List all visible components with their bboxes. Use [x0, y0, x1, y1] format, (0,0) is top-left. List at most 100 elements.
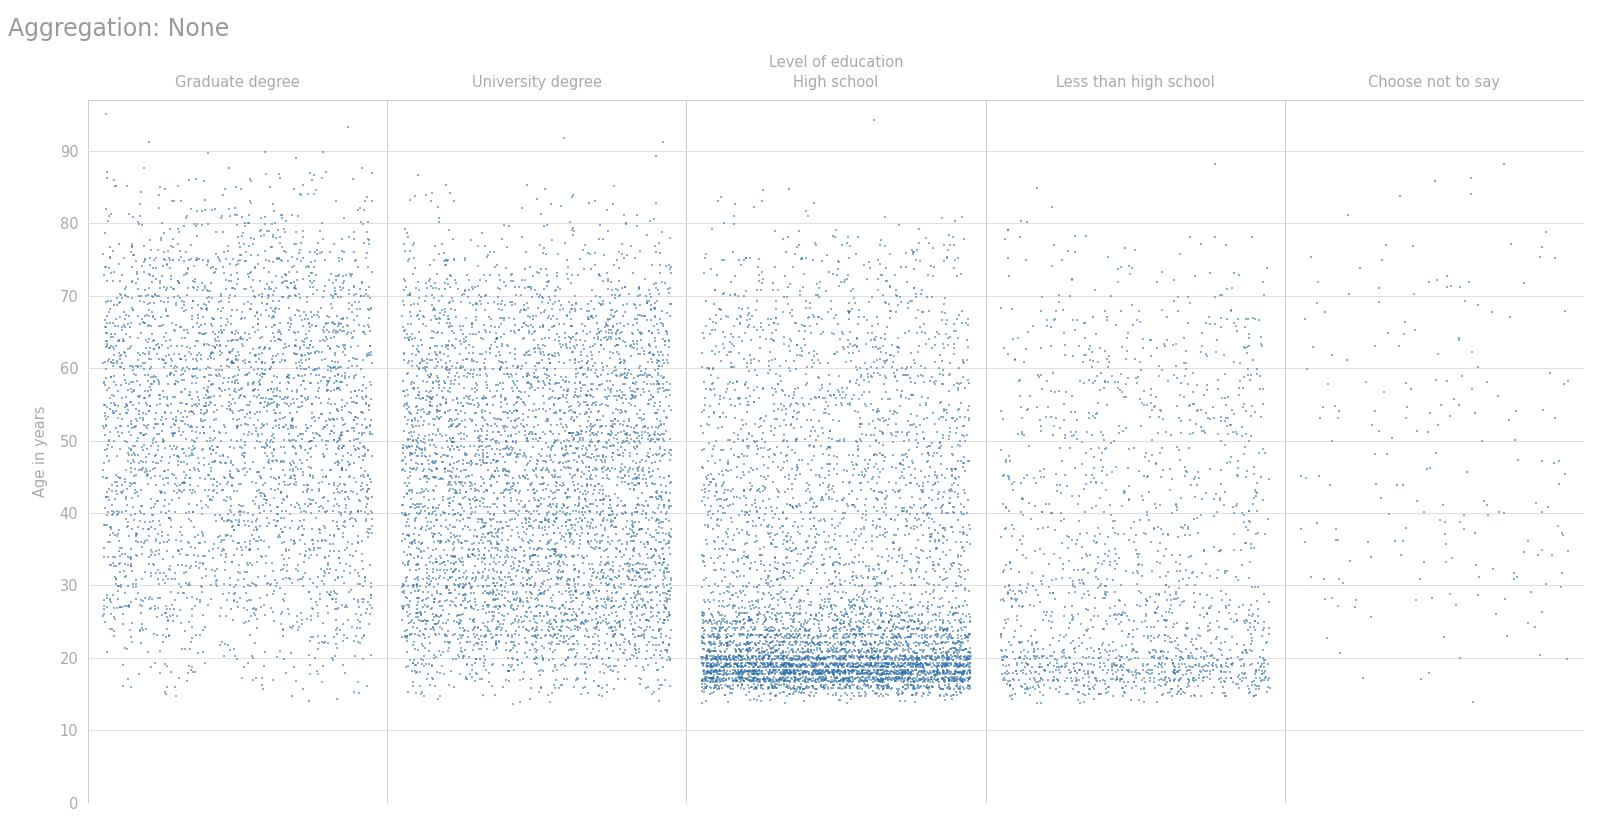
Point [1010, 411, 1035, 425]
Point [520, 309, 546, 323]
Point [435, 642, 461, 655]
Point [862, 651, 888, 665]
Point [765, 650, 790, 664]
Point [771, 686, 797, 699]
Point [915, 615, 941, 629]
Point [883, 417, 909, 431]
Point [922, 533, 947, 547]
Point [1166, 663, 1192, 676]
Point [538, 643, 563, 656]
Point [216, 395, 242, 409]
Point [634, 296, 659, 309]
Point [832, 665, 858, 678]
Point [899, 389, 925, 402]
Point [331, 342, 357, 355]
Point [1029, 368, 1054, 381]
Point [827, 652, 853, 665]
Point [165, 558, 190, 572]
Point [266, 323, 291, 336]
Point [853, 508, 878, 522]
Point [270, 553, 296, 566]
Point [614, 465, 640, 478]
Point [1478, 305, 1504, 319]
Point [512, 448, 538, 461]
Point [1246, 682, 1272, 696]
Point [256, 265, 282, 278]
Point [411, 405, 437, 419]
Point [730, 523, 755, 537]
Point [307, 542, 333, 555]
Point [358, 302, 384, 315]
Point [706, 664, 731, 677]
Point [174, 667, 200, 681]
Point [814, 665, 840, 678]
Point [442, 614, 467, 628]
Point [955, 653, 981, 666]
Point [1101, 668, 1126, 681]
Point [342, 686, 368, 699]
Point [358, 490, 384, 503]
Point [608, 391, 634, 405]
Point [538, 558, 563, 571]
Point [734, 537, 760, 550]
Point [136, 348, 162, 361]
Point [925, 600, 950, 614]
Point [574, 534, 600, 548]
Point [1186, 629, 1211, 642]
Point [574, 472, 600, 486]
Point [610, 377, 635, 390]
Point [506, 615, 531, 629]
Point [696, 410, 722, 424]
Point [926, 642, 952, 655]
Point [243, 490, 269, 503]
Point [1226, 454, 1251, 467]
Point [730, 552, 755, 565]
Point [542, 284, 568, 298]
Point [562, 354, 587, 367]
Point [402, 653, 427, 666]
Point [947, 656, 973, 670]
Point [1030, 642, 1056, 655]
Point [571, 342, 597, 355]
Point [949, 613, 974, 626]
Point [898, 668, 923, 681]
Point [437, 482, 462, 496]
Point [254, 297, 280, 310]
Point [766, 686, 792, 700]
Point [765, 573, 790, 586]
Point [109, 420, 134, 433]
Point [797, 624, 822, 637]
Point [282, 288, 307, 301]
Point [330, 571, 355, 584]
Point [715, 695, 741, 708]
Point [1002, 652, 1027, 665]
Point [1160, 620, 1186, 634]
Point [890, 665, 915, 678]
Point [942, 214, 968, 227]
Point [422, 428, 448, 441]
Point [96, 352, 122, 365]
Point [1086, 441, 1112, 455]
Point [578, 497, 603, 510]
Point [995, 347, 1021, 360]
Point [99, 355, 125, 369]
Point [838, 613, 864, 626]
Point [210, 210, 235, 223]
Point [326, 439, 352, 452]
Point [174, 535, 200, 548]
Point [763, 681, 789, 694]
Point [474, 485, 499, 498]
Point [723, 644, 749, 657]
Point [408, 392, 434, 405]
Point [694, 614, 720, 627]
Point [770, 667, 795, 681]
Point [834, 465, 859, 478]
Point [603, 345, 629, 359]
Point [315, 562, 341, 575]
Point [808, 493, 834, 507]
Point [786, 672, 811, 686]
Point [419, 288, 445, 302]
Point [517, 324, 542, 338]
Point [589, 461, 614, 475]
Point [734, 644, 760, 657]
